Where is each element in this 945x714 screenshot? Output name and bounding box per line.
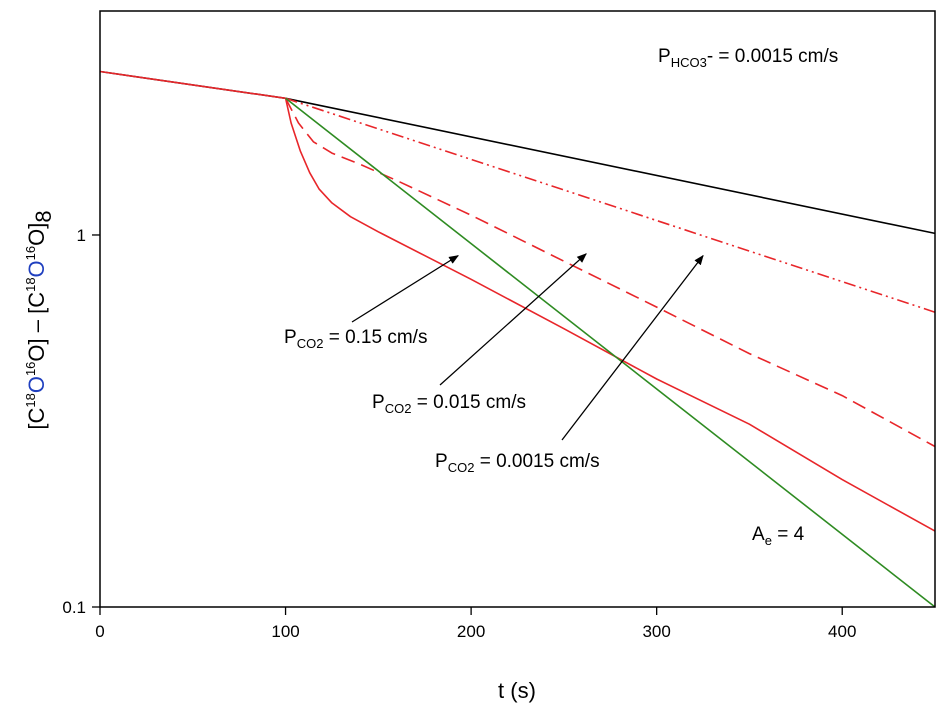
y-axis-title: [C18O16O] – [C18O16O]8	[23, 210, 56, 429]
x-tick-label: 400	[828, 622, 856, 641]
y-title-sup-4: 16	[23, 246, 38, 260]
annotation-arrow-3	[561, 254, 704, 441]
series-line-3	[99, 70, 936, 532]
y-tick-label: 1	[77, 226, 86, 245]
annotation-arrow-1	[351, 255, 459, 323]
y-title-part-4: O	[24, 260, 49, 277]
x-tick-label: 100	[271, 622, 299, 641]
y-title-sup-1: 18	[23, 393, 38, 407]
y-title-part-2: O	[24, 376, 49, 393]
annotation-pco2-0.15: PCO2 = 0.15 cm/s	[284, 327, 427, 351]
annotation-arrow-2	[439, 253, 587, 386]
x-tick-label: 0	[95, 622, 104, 641]
x-axis-title: t (s)	[498, 678, 536, 703]
annotation-pco2-0.0015: PCO2 = 0.0015 cm/s	[435, 451, 600, 475]
x-tick-label: 300	[642, 622, 670, 641]
series-line-4	[285, 97, 936, 608]
x-tick-label: 200	[457, 622, 485, 641]
y-title-sup-3: 18	[23, 277, 38, 291]
y-title-sup-2: 16	[23, 362, 38, 376]
series-line-0	[99, 70, 936, 235]
annotation-pco2-0.015: PCO2 = 0.015 cm/s	[372, 392, 526, 416]
y-title-part-1: [C	[24, 408, 49, 430]
series-line-2	[284, 97, 936, 448]
y-tick-label: 0.1	[62, 598, 86, 617]
arrows-layer	[351, 253, 704, 441]
ticks-layer: 0 100 200 300 400 0.1 1	[62, 226, 856, 641]
plot-frame	[99, 10, 936, 608]
y-title-subscript: 8	[31, 210, 56, 222]
series-line-1	[285, 97, 936, 313]
y-title-part-5: O]	[24, 223, 49, 246]
y-title-part-3: O] – [C	[24, 292, 49, 362]
annotation-phco3: PHCO3- = 0.0015 cm/s	[658, 46, 838, 70]
annotation-ae: Ae = 4	[752, 524, 805, 548]
series-layer	[99, 70, 936, 608]
